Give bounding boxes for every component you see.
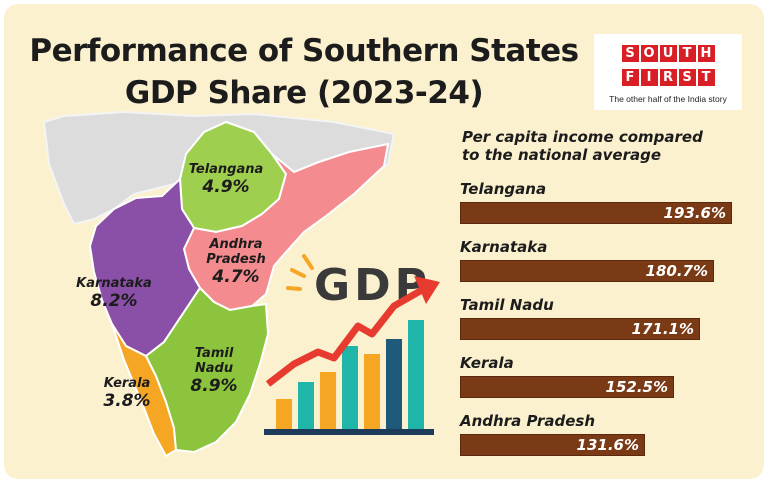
bar-value-label: 193.6% <box>663 204 726 222</box>
growth-arrow-head-icon <box>414 276 440 304</box>
map-label-telangana: Telangana 4.9% <box>188 162 264 197</box>
illustration-bar <box>364 354 380 429</box>
infographic-card: Telangana 4.9% Andhra Pradesh 4.7% Karna… <box>4 4 764 479</box>
bar <box>460 434 645 456</box>
bar-category-label: Tamil Nadu <box>460 296 554 314</box>
bar-category-label: Andhra Pradesh <box>460 412 596 430</box>
illustration-bar <box>276 399 292 429</box>
illustration-baseline <box>264 429 434 435</box>
bar-category-label: Kerala <box>460 354 514 372</box>
spark-icon <box>286 254 314 291</box>
bar-value-label: 180.7% <box>645 262 708 280</box>
bar-value-label: 171.1% <box>631 320 694 338</box>
bar <box>460 318 700 340</box>
bar-value-label: 131.6% <box>576 436 639 454</box>
map-label-kerala: Kerala 3.8% <box>103 376 151 411</box>
bar-category-label: Telangana <box>460 180 547 198</box>
illustration-bar <box>386 339 402 429</box>
south-india-map <box>42 110 396 458</box>
page-title: Performance of Southern States GDP Share… <box>29 33 579 111</box>
illustration-bar <box>320 372 336 429</box>
map-label-andhra-pradesh: Andhra Pradesh 4.7% <box>206 237 266 287</box>
bar <box>460 260 714 282</box>
map-state-tamil-nadu <box>144 286 270 454</box>
bar-category-label: Karnataka <box>460 238 548 256</box>
bar <box>460 376 674 398</box>
gdp-text: GDP <box>314 260 431 311</box>
chart-title: Per capita income compared to the nation… <box>462 128 703 164</box>
illustration-bar <box>342 346 358 429</box>
growth-arrow-line <box>265 286 424 387</box>
illustration-bar <box>408 320 424 429</box>
gdp-growth-illustration: GDP <box>264 254 440 435</box>
illustration-bar <box>298 382 314 429</box>
bar <box>460 202 732 224</box>
map-label-tamil-nadu: Tamil Nadu 8.9% <box>190 346 238 396</box>
logo-tagline: The other half of the India story <box>609 94 727 104</box>
map-label-karnataka: Karnataka 8.2% <box>76 276 152 311</box>
bar-value-label: 152.5% <box>605 378 668 396</box>
